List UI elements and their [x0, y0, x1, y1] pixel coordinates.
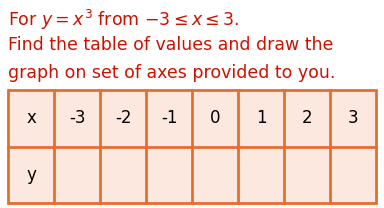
Text: Find the table of values and draw the: Find the table of values and draw the: [8, 36, 333, 54]
Text: -3: -3: [69, 109, 85, 127]
Text: For $y = x^3$ from $-3 \leq x \leq 3$.: For $y = x^3$ from $-3 \leq x \leq 3$.: [8, 8, 239, 32]
Bar: [8, 90, 376, 203]
Text: -1: -1: [161, 109, 177, 127]
Text: graph on set of axes provided to you.: graph on set of axes provided to you.: [8, 64, 335, 82]
Text: 3: 3: [348, 109, 358, 127]
Text: 0: 0: [210, 109, 220, 127]
Text: y: y: [26, 166, 36, 184]
Text: 2: 2: [302, 109, 312, 127]
Bar: [8, 90, 376, 203]
Text: x: x: [26, 109, 36, 127]
Text: -2: -2: [115, 109, 131, 127]
Text: 1: 1: [256, 109, 266, 127]
